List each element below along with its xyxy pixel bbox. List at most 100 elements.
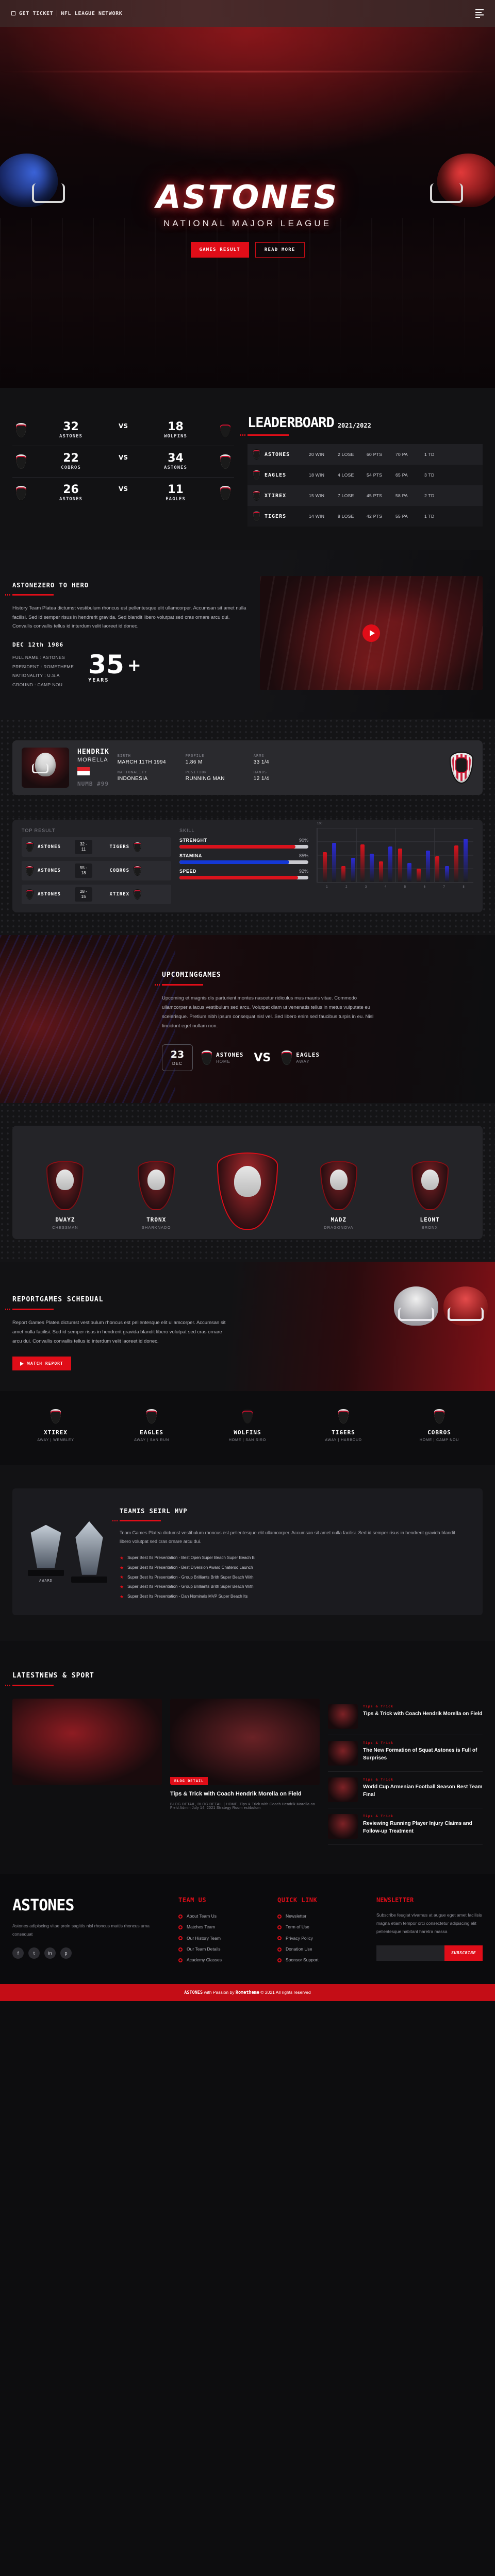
- pinterest-icon[interactable]: p: [60, 1947, 72, 1959]
- team-crest-icon: [134, 842, 141, 853]
- roster-player[interactable]: MADZ DRAGONOVA: [300, 1161, 377, 1230]
- player-last-name: MORELLA: [77, 757, 108, 764]
- table-row[interactable]: 22 COBROS VS 34 ASTONES: [12, 446, 234, 477]
- list-item[interactable]: Tips & Trick Reviewing Running Player In…: [328, 1808, 483, 1845]
- away-team: ASTONES: [164, 465, 187, 470]
- footer-link[interactable]: Our History Team: [178, 1933, 266, 1944]
- table-row[interactable]: EAGLES 18 WIN 4 LOSE 54 PTS 65 PA 3 TD: [248, 465, 483, 485]
- footer-link[interactable]: Donation Use: [277, 1944, 365, 1955]
- footer-link[interactable]: Sponsor Support: [277, 1955, 365, 1965]
- table-row[interactable]: ASTONES 20 WIN 2 LOSE 60 PTS 70 PA 1 TD: [248, 444, 483, 465]
- roster-player[interactable]: TRONX SHARKNADO: [118, 1161, 195, 1230]
- home-team: ASTONES: [216, 1052, 244, 1059]
- table-row[interactable]: XTIREX 15 WIN 7 LOSE 45 PTS 58 PA 2 TD: [248, 485, 483, 506]
- hero-subtitle: NATIONAL MAJOR LEAGUE: [163, 218, 332, 228]
- away-team: COBROS: [109, 868, 129, 874]
- player-role: SHARKNADO: [141, 1225, 171, 1230]
- points: 42 PTS: [367, 514, 383, 519]
- team-title-sub: IS SEIRL MVP: [136, 1507, 188, 1515]
- player-card-section: HENDRIK MORELLA NUMB #99 BIRTH MARCH 11TH…: [0, 719, 495, 817]
- bullet-icon: [178, 1914, 183, 1919]
- schedule-item[interactable]: WOLFINS HOME | SAN SIRO: [204, 1409, 291, 1442]
- about-video-thumb[interactable]: [260, 576, 483, 690]
- table-row[interactable]: 32 ASTONES VS 18 WOLFINS: [12, 415, 234, 446]
- about-title-sub: ZERO TO HERO: [38, 582, 89, 589]
- games-result-button[interactable]: GAMES RESULT: [190, 242, 249, 258]
- win-count: 20 WIN: [309, 452, 325, 457]
- skill-name: SPEED: [179, 869, 197, 874]
- team-crest-icon: [253, 470, 260, 480]
- schedule-item[interactable]: EAGLES AWAY | SAN RUN: [108, 1409, 195, 1442]
- table-row[interactable]: 26 ASTONES VS 11 EAGLES: [12, 477, 234, 509]
- twitter-icon[interactable]: t: [28, 1947, 40, 1959]
- trophy-icon: [75, 1521, 103, 1575]
- list-item[interactable]: Tips & Trick World Cup Armenian Football…: [328, 1772, 483, 1809]
- news-thumb: [328, 1814, 358, 1839]
- bullet-icon: [277, 1936, 282, 1941]
- news-card[interactable]: BLOG DETAIL Tips & Trick with Coach Hend…: [170, 1699, 320, 1845]
- vs-label: VS: [119, 422, 128, 430]
- watch-report-button[interactable]: WATCH REPORT: [12, 1357, 71, 1371]
- upcoming-match[interactable]: 23 DEC ASTONES HOME VS EAGLES AWAY: [162, 1044, 483, 1072]
- schedule-item[interactable]: COBROS HOME | CAMP NOU: [396, 1409, 483, 1442]
- footer-link[interactable]: Term of Use: [277, 1922, 365, 1933]
- team-crest-icon: [134, 889, 141, 900]
- roster-player[interactable]: LEONT BRONX: [391, 1161, 469, 1230]
- linkedin-icon[interactable]: in: [44, 1947, 56, 1959]
- news-tag: BLOG DETAIL: [170, 1777, 208, 1786]
- footer-link[interactable]: Matches Team: [178, 1922, 266, 1933]
- about-title-main: ASTONE: [12, 582, 38, 589]
- team-mvp-section: AWARD TEAMIS SEIRL MVP Team Games Platea…: [0, 1465, 495, 1641]
- newsletter-email-input[interactable]: [376, 1945, 445, 1961]
- attr-value: 12 1/4: [253, 776, 269, 782]
- footer-column-quick-link: QUICK LINK Newsletter Term of Use Privac…: [277, 1896, 365, 1965]
- years-number: 35: [88, 649, 124, 680]
- get-ticket-link[interactable]: GET TICKET NFL LEAGUE NETWORK: [11, 10, 122, 16]
- founded-date: DEC 12th 1986: [12, 641, 64, 648]
- accent-underline: [240, 434, 289, 436]
- player-name: MADZ: [331, 1216, 347, 1224]
- list-item[interactable]: Tips & Trick Tips & Trick with Coach Hen…: [328, 1699, 483, 1736]
- read-more-button[interactable]: READ MORE: [255, 242, 305, 258]
- trophy-bullet-icon: ★: [120, 1555, 124, 1561]
- copyright-bar: ASTONES with Passion by Rometheme © 2021…: [0, 1984, 495, 2002]
- away-team-cell: EAGLES AWAY: [281, 1050, 320, 1066]
- footer-link[interactable]: Privacy Policy: [277, 1933, 365, 1944]
- list-item[interactable]: Tips & Trick The New Formation of Squat …: [328, 1735, 483, 1772]
- accent-underline: [5, 594, 54, 596]
- footer: ASTONES Astones adipiscing vitae proin s…: [0, 1874, 495, 2002]
- hamburger-icon[interactable]: [475, 9, 484, 18]
- vs-label: VS: [119, 454, 128, 461]
- trophy-group: AWARD: [28, 1521, 107, 1583]
- roster-player[interactable]: DWAYZ CHESSMAN: [26, 1161, 104, 1230]
- table-row[interactable]: ASTONES 32 - 11 TIGERS: [22, 837, 171, 857]
- footer-link[interactable]: Our Team Details: [178, 1944, 266, 1955]
- footer-link[interactable]: Newsletter: [277, 1911, 365, 1922]
- facebook-icon[interactable]: f: [12, 1947, 24, 1959]
- schedule-item[interactable]: TIGERS AWAY | HARBOUD: [300, 1409, 387, 1442]
- footer-link[interactable]: Academy Classes: [178, 1955, 266, 1965]
- table-row[interactable]: ASTONES 55 - 18 COBROS: [22, 861, 171, 881]
- bullet-icon: [178, 1936, 183, 1941]
- home-team: ASTONES: [59, 497, 82, 502]
- news-card-featured[interactable]: [12, 1699, 162, 1845]
- team-crest-icon: [338, 1409, 349, 1425]
- helmet-icon: [32, 753, 56, 777]
- play-icon[interactable]: [362, 624, 380, 642]
- schedule-item[interactable]: XTIREX AWAY | WEMBLEY: [12, 1409, 99, 1442]
- about-title: ASTONEZERO TO HERO: [12, 576, 250, 590]
- news-thumb: [328, 1704, 358, 1730]
- table-row[interactable]: ASTONES 28 - 15 XTIREX: [22, 885, 171, 905]
- skill-name: STAMINA: [179, 853, 202, 859]
- away-score: 18: [168, 420, 184, 433]
- team-crest-icon: [434, 1409, 445, 1425]
- bullet-icon: [178, 1947, 183, 1952]
- roster-player-featured[interactable]: [209, 1153, 286, 1230]
- attr-key: NATIONALITY: [117, 770, 147, 775]
- trophy-bullet-icon: ★: [120, 1584, 124, 1590]
- subscribe-button[interactable]: SUBSCRIBE: [444, 1945, 483, 1961]
- table-row[interactable]: TIGERS 14 WIN 8 LOSE 42 PTS 55 PA 1 TD: [248, 506, 483, 527]
- team-crest-icon: [253, 511, 260, 521]
- footer-link[interactable]: About Team Us: [178, 1911, 266, 1922]
